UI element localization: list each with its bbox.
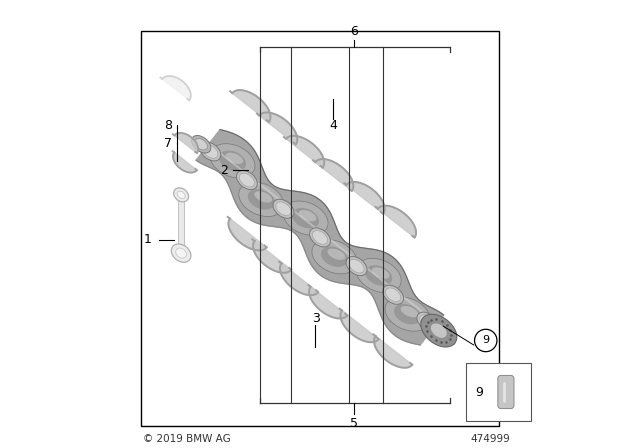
Text: 474999: 474999 — [470, 434, 510, 444]
Polygon shape — [309, 287, 348, 319]
Ellipse shape — [372, 267, 390, 279]
Ellipse shape — [310, 228, 330, 247]
Text: 8: 8 — [164, 119, 172, 132]
Text: 2: 2 — [220, 164, 228, 177]
Polygon shape — [340, 310, 379, 342]
Ellipse shape — [417, 312, 438, 331]
Ellipse shape — [203, 145, 218, 158]
Polygon shape — [253, 241, 291, 273]
Ellipse shape — [312, 231, 328, 244]
Ellipse shape — [200, 142, 221, 161]
Polygon shape — [174, 133, 198, 153]
Ellipse shape — [420, 314, 457, 347]
Ellipse shape — [394, 304, 421, 324]
Ellipse shape — [191, 135, 211, 153]
Ellipse shape — [254, 191, 272, 202]
Polygon shape — [228, 219, 267, 250]
Text: 3: 3 — [312, 311, 319, 325]
Polygon shape — [196, 129, 444, 345]
Ellipse shape — [176, 248, 186, 258]
Circle shape — [475, 329, 497, 352]
Ellipse shape — [383, 285, 404, 304]
Ellipse shape — [276, 202, 291, 215]
Ellipse shape — [273, 199, 294, 218]
Text: 5: 5 — [349, 417, 358, 430]
Ellipse shape — [283, 201, 328, 235]
Ellipse shape — [292, 208, 319, 228]
Text: 7: 7 — [164, 137, 172, 150]
Text: 4: 4 — [330, 119, 337, 132]
Ellipse shape — [239, 173, 255, 187]
Ellipse shape — [225, 153, 243, 164]
Ellipse shape — [219, 151, 246, 171]
Polygon shape — [162, 76, 191, 100]
Polygon shape — [179, 195, 184, 253]
Ellipse shape — [172, 244, 191, 262]
Ellipse shape — [431, 323, 447, 338]
Ellipse shape — [239, 182, 284, 216]
Ellipse shape — [401, 306, 419, 317]
Ellipse shape — [349, 259, 364, 273]
Ellipse shape — [177, 191, 185, 198]
Ellipse shape — [299, 210, 316, 221]
Polygon shape — [173, 152, 197, 172]
Ellipse shape — [236, 171, 257, 190]
Ellipse shape — [328, 249, 345, 260]
Bar — [466, 363, 531, 421]
Ellipse shape — [312, 240, 357, 274]
Text: 6: 6 — [349, 25, 358, 38]
Text: 9: 9 — [475, 385, 483, 399]
Ellipse shape — [248, 189, 275, 210]
Ellipse shape — [195, 138, 207, 150]
FancyBboxPatch shape — [498, 375, 514, 409]
Ellipse shape — [321, 246, 348, 267]
Polygon shape — [232, 90, 271, 122]
Ellipse shape — [173, 188, 189, 202]
Ellipse shape — [365, 265, 392, 286]
Polygon shape — [315, 159, 353, 191]
Bar — [141, 31, 499, 426]
Polygon shape — [280, 263, 318, 295]
Polygon shape — [378, 206, 416, 237]
Polygon shape — [259, 112, 298, 144]
Text: © 2019 BMW AG: © 2019 BMW AG — [143, 434, 231, 444]
Text: 9: 9 — [482, 336, 490, 345]
Ellipse shape — [385, 297, 430, 331]
Polygon shape — [374, 336, 412, 368]
Polygon shape — [346, 182, 385, 214]
Ellipse shape — [385, 288, 401, 302]
Ellipse shape — [210, 144, 255, 178]
Polygon shape — [286, 136, 324, 168]
Ellipse shape — [346, 257, 367, 276]
Ellipse shape — [356, 258, 401, 293]
Text: 1: 1 — [143, 233, 152, 246]
Ellipse shape — [420, 315, 435, 328]
